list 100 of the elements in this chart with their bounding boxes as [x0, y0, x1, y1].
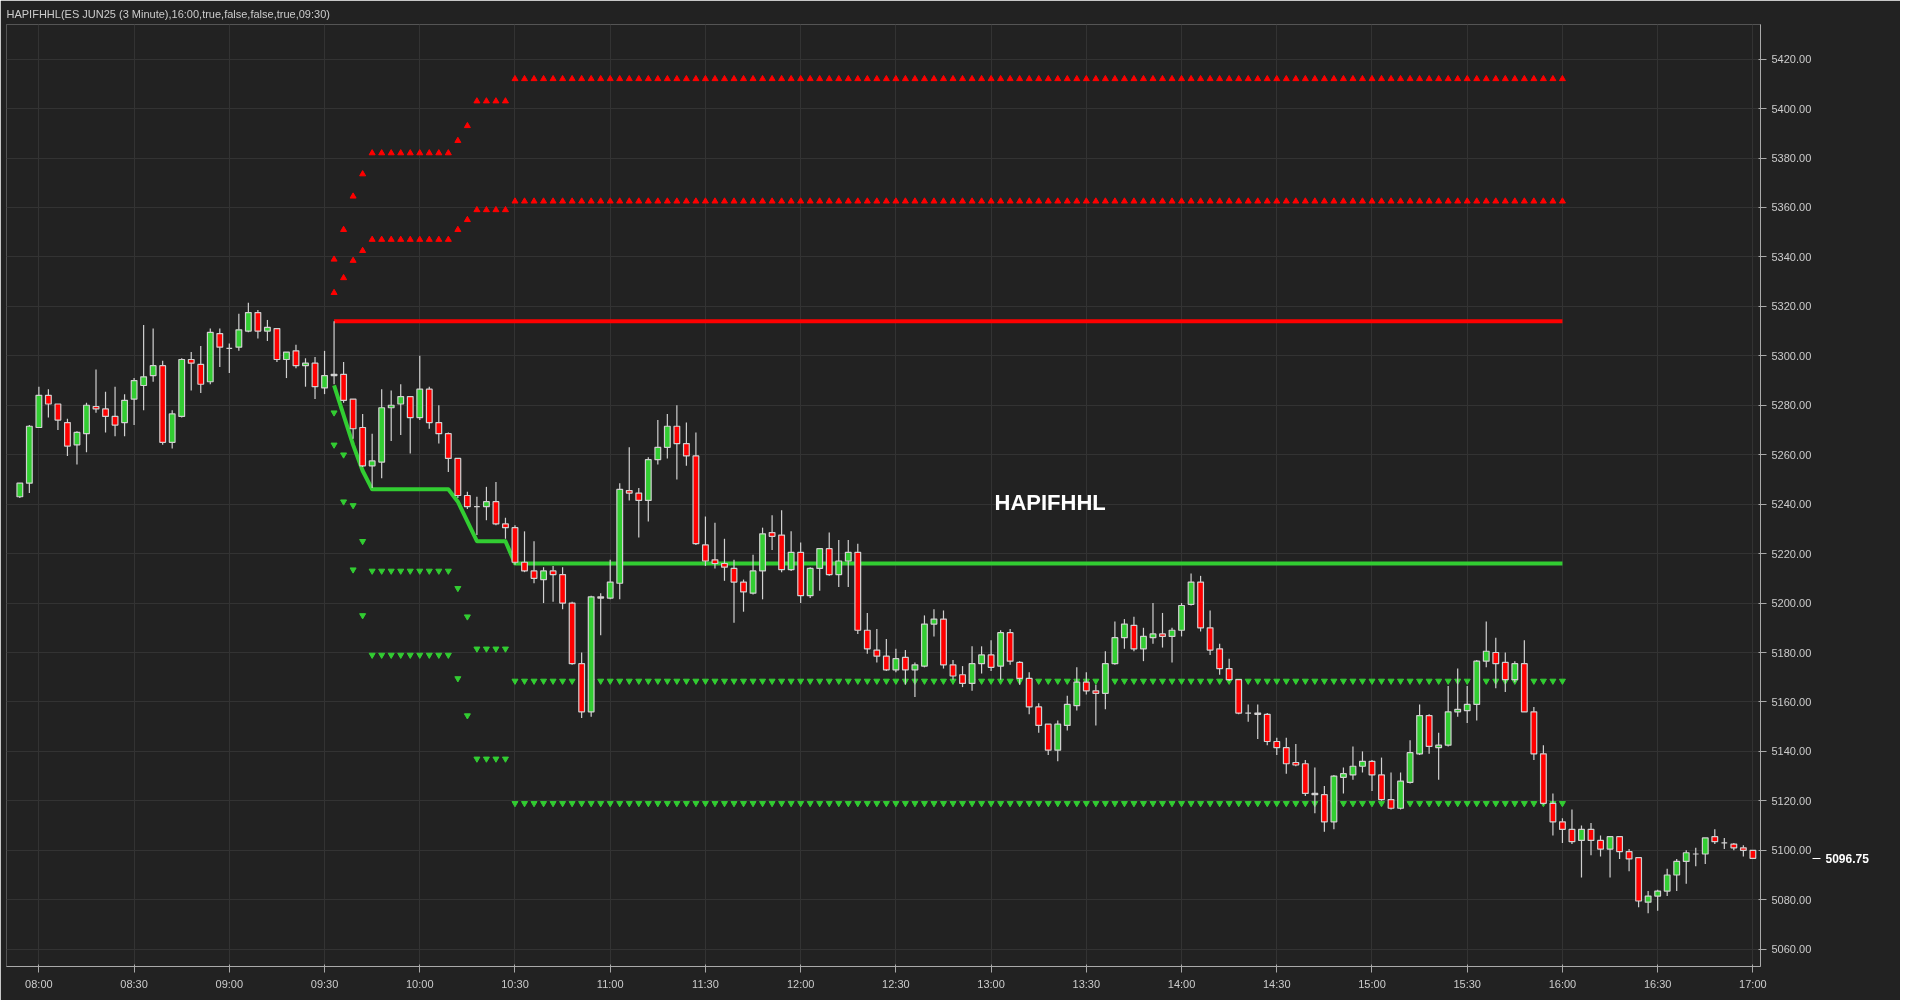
- candlestick: [625, 446, 633, 502]
- candlestick: [1282, 737, 1290, 775]
- candlestick: [711, 522, 719, 570]
- candlestick: [882, 638, 890, 672]
- x-tick-label: 14:00: [1167, 977, 1196, 990]
- candlestick: [1663, 868, 1671, 897]
- candlestick: [701, 515, 709, 567]
- candlestick: [1625, 848, 1633, 872]
- y-tick-label: 5280.00: [1771, 399, 1812, 412]
- x-tick-label: 10:00: [406, 977, 434, 990]
- y-tick-label: 5240.00: [1771, 498, 1812, 511]
- x-tick-label: 10:30: [501, 977, 529, 990]
- candlestick: [721, 538, 728, 582]
- candlestick: [121, 393, 129, 437]
- candlestick: [216, 328, 224, 368]
- candlestick: [1216, 643, 1224, 676]
- candlestick: [654, 419, 662, 466]
- candlestick: [368, 433, 376, 489]
- candlestick: [63, 418, 71, 457]
- candlestick: [1130, 616, 1138, 652]
- chart-title: HAPIFHHL(ES JUN25 (3 Minute),16:00,true,false,false,true,09:30): [6, 7, 330, 20]
- candlestick: [1349, 745, 1357, 781]
- y-tick-label: 5060.00: [1771, 943, 1812, 956]
- candlestick: [406, 396, 414, 455]
- candlestick: [1035, 702, 1043, 734]
- candlestick: [482, 486, 490, 521]
- candlestick: [263, 319, 271, 342]
- candlestick: [959, 665, 966, 688]
- candlestick: [1092, 684, 1100, 727]
- y-tick-label: 5400.00: [1771, 102, 1812, 115]
- candlestick: [863, 612, 871, 655]
- candlestick: [987, 639, 995, 672]
- candlestick: [540, 566, 548, 604]
- x-tick-label: 11:00: [596, 977, 624, 990]
- candlestick: [635, 487, 643, 539]
- x-tick-label: 15:00: [1358, 977, 1386, 990]
- candlestick: [1578, 824, 1585, 879]
- candlestick: [1616, 836, 1624, 860]
- candlestick: [130, 377, 138, 426]
- candlestick: [530, 540, 538, 584]
- candlestick: [1187, 572, 1195, 607]
- y-tick-label: 5180.00: [1771, 646, 1812, 659]
- y-tick-label: 5420.00: [1771, 53, 1812, 66]
- x-tick-label: 09:00: [215, 977, 244, 990]
- candlestick: [1673, 858, 1681, 892]
- candlestick: [1140, 627, 1147, 662]
- y-tick-label: 5380.00: [1771, 152, 1812, 165]
- candlestick: [1063, 695, 1071, 731]
- y-tick-label: 5140.00: [1771, 745, 1812, 758]
- candlestick: [930, 608, 938, 638]
- y-tick-label: 5340.00: [1771, 250, 1812, 263]
- candlestick: [1254, 703, 1262, 740]
- candlestick: [111, 386, 119, 437]
- candlestick: [292, 344, 300, 369]
- candlestick: [1368, 759, 1376, 792]
- candlestick: [768, 514, 776, 551]
- candlestick: [321, 350, 328, 395]
- candlestick: [1644, 890, 1652, 914]
- candlestick: [740, 578, 747, 613]
- candlestick: [397, 383, 405, 436]
- x-tick-label: 12:30: [882, 977, 910, 990]
- candlestick: [492, 481, 500, 526]
- candlestick: [244, 302, 252, 333]
- candlestick: [978, 645, 986, 675]
- y-tick-label: 5080.00: [1771, 893, 1812, 906]
- candlestick: [1120, 618, 1128, 650]
- x-tick-label: 16:30: [1643, 977, 1672, 990]
- candlestick: [1168, 627, 1176, 663]
- candlestick: [1339, 766, 1347, 795]
- candlestick: [140, 324, 148, 411]
- candlestick: [1682, 849, 1690, 885]
- x-tick-label: 13:30: [1072, 977, 1101, 990]
- candlestick: [1159, 612, 1166, 649]
- x-tick-label: 12:00: [786, 977, 815, 990]
- candlestick: [873, 628, 881, 663]
- candlestick: [92, 368, 100, 414]
- candlestick: [521, 530, 528, 573]
- x-tick-label: 08:00: [25, 977, 53, 990]
- x-tick-label: 13:00: [977, 977, 1005, 990]
- candlestick: [502, 517, 509, 540]
- y-tick-label: 5260.00: [1771, 448, 1812, 461]
- x-tick-label: 09:30: [310, 977, 339, 990]
- x-tick-label: 11:30: [692, 977, 719, 990]
- candlestick: [1568, 808, 1576, 845]
- candlestick: [1701, 837, 1709, 865]
- y-tick-label: 5120.00: [1771, 794, 1812, 807]
- candlestick: [1587, 822, 1595, 856]
- candlestick: [235, 313, 243, 352]
- candlestick: [1606, 836, 1614, 879]
- x-tick-label: 15:30: [1453, 977, 1481, 990]
- candlestick: [1225, 658, 1233, 682]
- candlestick: [149, 328, 157, 383]
- candlestick: [1359, 750, 1366, 774]
- candlestick: [1206, 609, 1214, 656]
- text: 5096.75: [1825, 851, 1870, 866]
- candlestick: [1558, 817, 1566, 844]
- candlestick: [730, 559, 738, 624]
- candlestick: [1387, 771, 1395, 811]
- candlestick: [673, 404, 681, 481]
- y-tick-label: 5160.00: [1771, 695, 1812, 708]
